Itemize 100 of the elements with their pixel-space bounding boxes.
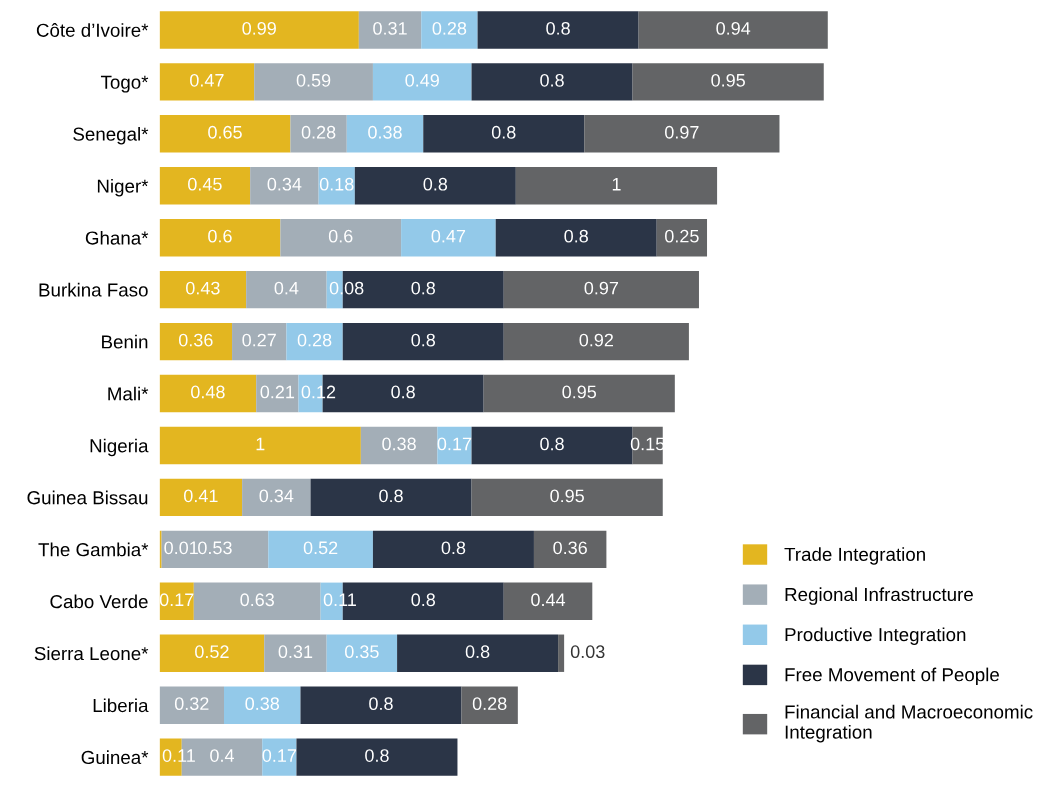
data-label: 0.8 [411,281,436,295]
data-label: 0.28 [432,21,467,35]
legend-label: Free Movement of People [785,667,999,686]
data-label: 0.25 [665,229,699,243]
y-tick-label: The Gambia* [38,542,149,557]
bar [360,426,438,465]
data-label: 0.44 [531,593,566,607]
data-label: 0.17 [437,437,472,451]
bar [280,219,402,257]
bar [318,167,355,205]
data-label: 0.8 [564,229,588,243]
y-tick-label: Liberia [93,698,149,713]
bar [159,11,359,49]
data-label: 0.43 [186,281,220,295]
y-tick-label: Senegal* [73,127,149,145]
bar [268,530,373,569]
y-tick-label: Cabo Verde [50,594,148,609]
bar [638,11,828,49]
data-label: 0.28 [301,125,336,139]
data-label: 0.49 [405,73,439,87]
data-label: 0.95 [562,385,597,399]
bar [161,530,269,569]
bar [503,322,689,361]
data-label: 0.4 [274,281,299,295]
data-label: 0.18 [319,177,354,191]
y-tick-label: Togo* [100,75,149,93]
data-label: 0.31 [373,21,407,35]
y-tick-label: Burkina Faso [39,282,148,297]
data-label: 0.35 [345,645,379,659]
bar [372,530,534,569]
bar [159,167,251,205]
bar [159,530,162,569]
bar [159,582,194,620]
data-label: 0.6 [328,229,353,243]
data-label: 0.28 [297,333,332,347]
bar [354,167,516,205]
bar [159,322,233,361]
bar [242,478,311,517]
bar [358,11,422,49]
data-label: 0.92 [579,333,613,347]
data-label: 0.36 [178,333,213,347]
data-label: 0.03 [570,645,605,659]
bar [461,686,518,724]
data-label: 0.34 [259,489,294,503]
bar [159,686,224,724]
data-label: 0.8 [379,489,403,503]
data-label: 0.8 [411,333,436,347]
bar [254,63,373,101]
bar [477,11,639,49]
data-label: 0.28 [472,697,507,711]
data-label: 0.41 [183,489,218,503]
bar [159,63,255,101]
bar [632,63,824,101]
data-label: 0.38 [382,437,416,451]
data-label: 0.8 [365,749,389,762]
bar [342,322,504,361]
data-label: 0.65 [208,125,242,139]
bar [483,374,675,413]
data-label: 0.8 [411,593,436,607]
legend-label: Productive Integration [785,627,966,645]
data-label: 0.95 [711,73,745,87]
data-label: 0.17 [159,593,194,607]
data-label: 0.48 [191,385,225,399]
bar [346,115,424,153]
data-label: 0.53 [198,541,232,555]
y-tick-label: Niger* [97,178,149,197]
data-label: 0.95 [550,489,584,503]
y-tick-label: Benin [102,334,148,349]
legend-label: Regional Infrastructure [785,587,973,605]
legend-label: Financial and Macroeconomic Integration [785,704,1033,743]
bar [471,478,663,517]
bar [159,426,361,465]
bar [232,322,287,361]
y-tick-label: Guinea Bissau [27,490,148,505]
data-label: 0.47 [190,73,224,87]
data-label: 0.8 [491,125,516,139]
bar [632,426,663,465]
data-label: 0.99 [242,21,276,35]
data-label: 0.8 [369,697,393,711]
bar [515,167,718,205]
bar [558,634,565,672]
y-tick-label: Guinea* [81,750,149,765]
data-label: 0.8 [423,177,448,191]
y-tick-label: Sierra Leone* [34,646,149,661]
bar [256,374,299,413]
bar [421,11,478,49]
data-label: 0.01 [164,541,198,555]
data-label: 0.6 [208,229,232,243]
data-label: 0.52 [303,541,338,555]
data-label: 0.8 [391,385,415,399]
bar [310,478,472,517]
bar [250,167,319,205]
data-label: 0.34 [267,177,302,191]
bar [159,478,243,517]
bar [503,270,699,309]
data-label: 0.17 [262,749,297,762]
bar [533,530,607,569]
bar [326,634,398,672]
bar [495,219,657,257]
bar [159,115,291,153]
